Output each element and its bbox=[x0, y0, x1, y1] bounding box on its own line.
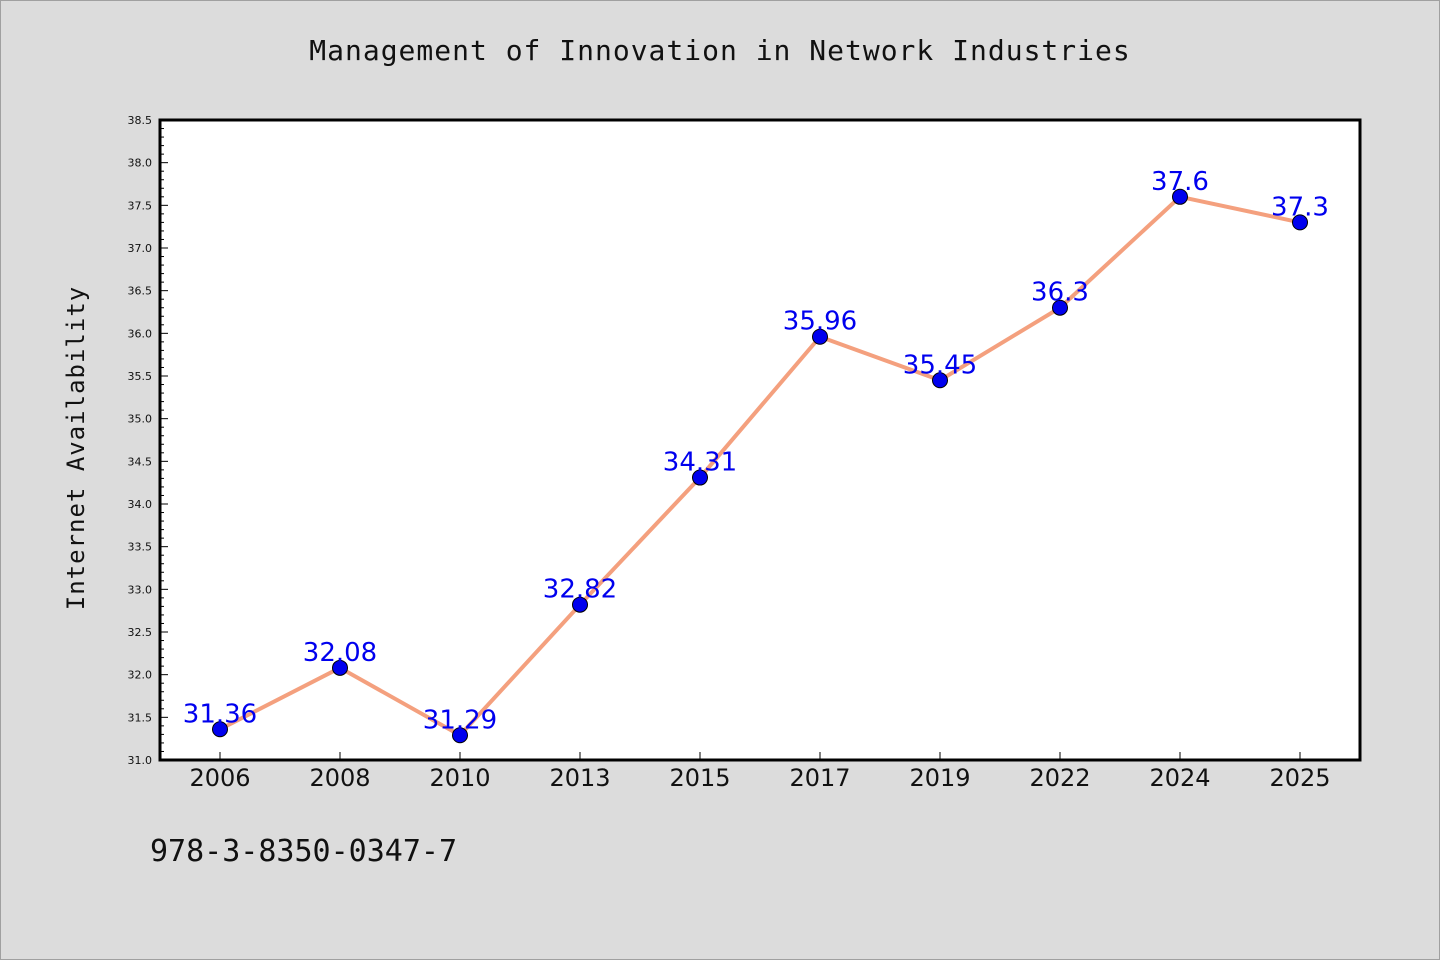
y-tick-label: 38.5 bbox=[128, 114, 153, 127]
x-tick-label: 2022 bbox=[1029, 764, 1090, 792]
y-tick-label: 35.5 bbox=[128, 370, 153, 383]
data-point bbox=[1052, 299, 1068, 316]
data-point bbox=[572, 596, 588, 613]
data-point bbox=[1292, 214, 1308, 231]
y-tick-label: 37.0 bbox=[128, 242, 153, 255]
data-point bbox=[1172, 188, 1188, 205]
x-tick-label: 2008 bbox=[309, 764, 370, 792]
plot-area bbox=[158, 118, 1362, 762]
x-tick-label: 2015 bbox=[669, 764, 730, 792]
x-tick-label: 2010 bbox=[429, 764, 490, 792]
chart-title: Management of Innovation in Network Indu… bbox=[309, 34, 1131, 67]
data-labels: 31.36 32.08 31.29 32.82 34.31 35.96 35.45 36.3 3… bbox=[183, 167, 1329, 735]
y-tick-label: 37.5 bbox=[128, 199, 153, 212]
data-label: 32.82 bbox=[543, 575, 617, 605]
series-line bbox=[218, 194, 1302, 738]
data-point bbox=[332, 659, 348, 676]
y-tick-label: 38.0 bbox=[128, 157, 153, 170]
y-tick-label: 33.5 bbox=[128, 541, 153, 554]
data-point bbox=[452, 727, 468, 744]
x-tick-label: 2025 bbox=[1269, 764, 1330, 792]
x-tick-label: 2017 bbox=[789, 764, 850, 792]
data-point bbox=[812, 328, 828, 345]
x-axis: 2006 2008 2010 2013 2015 2017 2019 2022 2024 2025 bbox=[189, 752, 1331, 792]
y-tick-label: 35.0 bbox=[128, 413, 153, 426]
y-tick-label: 31.0 bbox=[128, 754, 153, 767]
x-tick-label: 2019 bbox=[909, 764, 970, 792]
data-label: 36.3 bbox=[1031, 278, 1089, 308]
y-tick-label: 33.0 bbox=[128, 583, 153, 596]
y-tick-label: 34.0 bbox=[128, 498, 153, 511]
data-point bbox=[212, 721, 228, 738]
data-label: 35.96 bbox=[783, 307, 857, 337]
series-layer bbox=[212, 188, 1308, 744]
y-tick-label: 36.5 bbox=[128, 285, 153, 298]
data-label: 32.08 bbox=[303, 638, 377, 668]
y-tick-label: 32.0 bbox=[128, 669, 153, 682]
y-tick-label: 36.0 bbox=[128, 327, 153, 340]
x-tick-label: 2024 bbox=[1149, 764, 1210, 792]
data-label: 31.36 bbox=[183, 699, 257, 729]
x-tick-label: 2013 bbox=[549, 764, 610, 792]
data-label: 37.3 bbox=[1271, 192, 1329, 222]
x-tick-label: 2006 bbox=[189, 764, 250, 792]
y-tick-label: 31.5 bbox=[128, 711, 153, 724]
y-axis: 31.0 31.5 32.0 32.5 33.0 33.5 34.0 34.5 35.0 35.5… bbox=[128, 114, 168, 767]
data-label: 31.29 bbox=[423, 705, 497, 735]
y-tick-label: 32.5 bbox=[128, 626, 153, 639]
data-label: 34.31 bbox=[663, 448, 737, 478]
data-point bbox=[692, 469, 708, 486]
y-tick-label: 34.5 bbox=[128, 455, 153, 468]
data-label: 37.6 bbox=[1151, 167, 1209, 197]
data-point bbox=[932, 372, 948, 389]
isbn-text: 978-3-8350-0347-7 bbox=[150, 834, 458, 869]
data-label: 35.45 bbox=[903, 350, 977, 380]
